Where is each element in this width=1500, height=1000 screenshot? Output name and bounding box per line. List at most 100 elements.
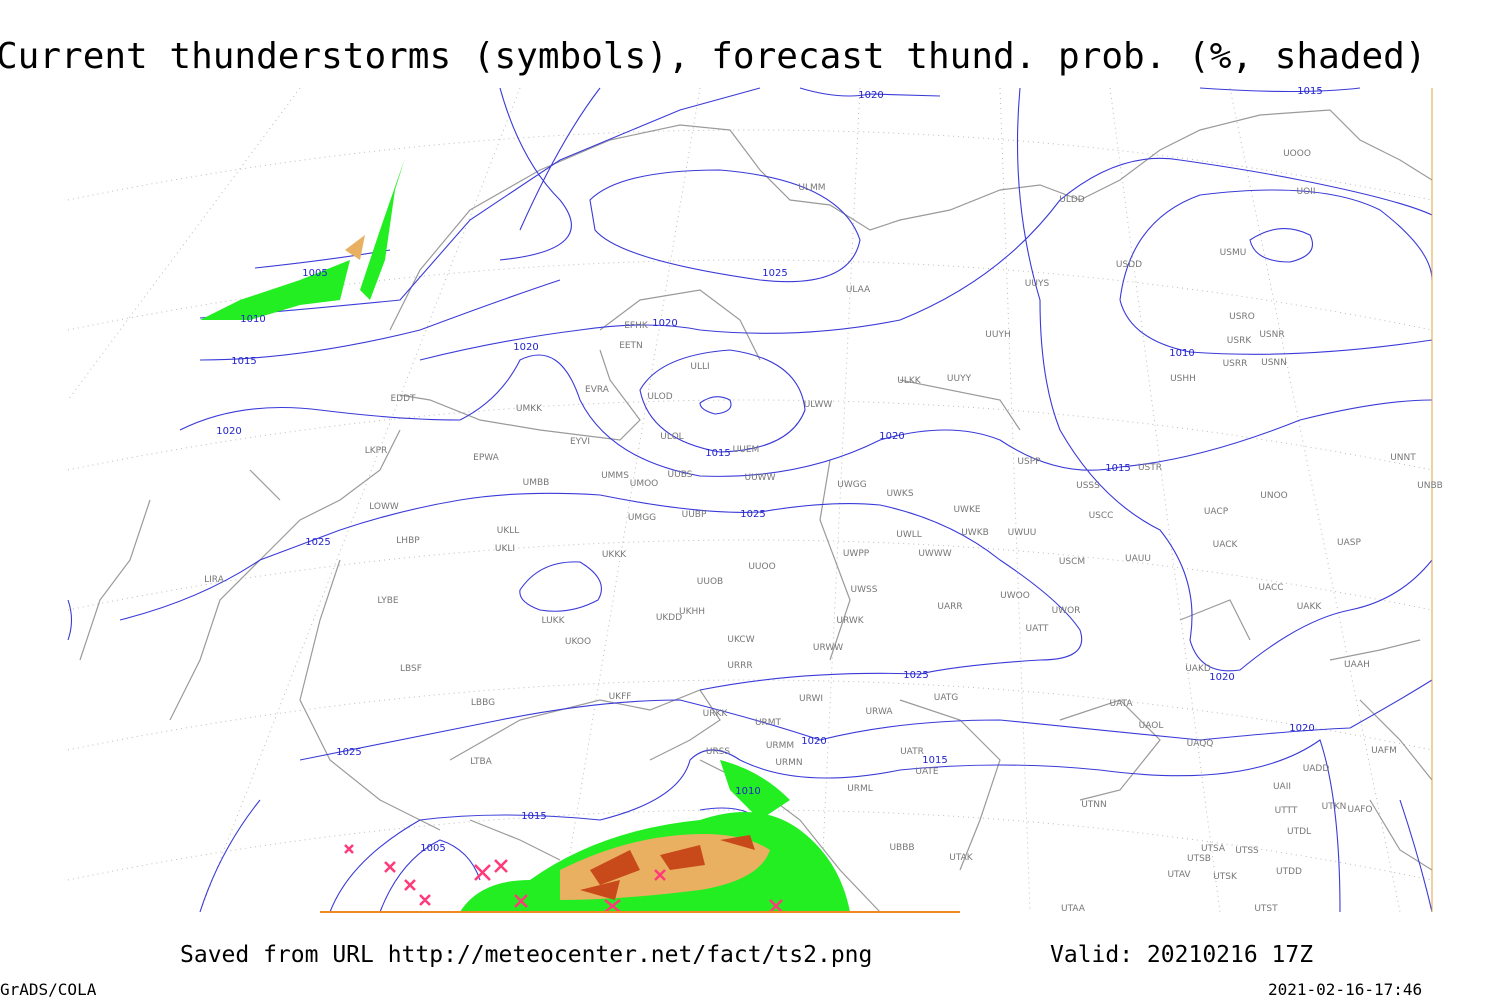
- station-label: URRR: [727, 661, 752, 671]
- station-label: USTR: [1138, 463, 1162, 473]
- station-label: UAII: [1273, 782, 1291, 792]
- station-label: URMM: [766, 741, 794, 751]
- isobar-label: 1015: [922, 755, 947, 766]
- isobar-label: 1025: [336, 747, 361, 758]
- station-label: EDDT: [390, 394, 416, 404]
- map-labels: 1020 1015 1005 1010 1015 1020 1020 1025 1020 1015…: [204, 86, 1443, 914]
- station-label: UMMS: [601, 471, 629, 481]
- station-label: EETN: [619, 341, 643, 351]
- station-label: URML: [847, 784, 873, 794]
- software: GrADS/COLA: [0, 980, 97, 999]
- station-label: UKDD: [656, 613, 682, 623]
- station-label: UATR: [900, 747, 924, 757]
- station-label: URSS: [706, 747, 731, 757]
- station-label: USRK: [1227, 336, 1253, 346]
- isobar-label: 1020: [1289, 723, 1314, 734]
- station-label: UUEM: [733, 445, 760, 455]
- station-label: ULLI: [690, 362, 709, 372]
- station-label: UUOB: [697, 577, 723, 587]
- station-label: URWA: [865, 707, 893, 717]
- station-label: UUOO: [748, 562, 775, 572]
- isobar-label: 1015: [521, 811, 546, 822]
- station-label: LYBE: [377, 596, 398, 606]
- station-label: UTAK: [949, 853, 974, 863]
- station-label: EPWA: [473, 453, 500, 463]
- station-label: ULOL: [660, 432, 683, 442]
- station-label: UWUU: [1008, 528, 1037, 538]
- station-label: UMBB: [523, 478, 550, 488]
- isobar-label: 1015: [705, 448, 730, 459]
- station-label: URKK: [703, 709, 729, 719]
- station-label: UWKB: [961, 528, 989, 538]
- station-label: EFHK: [624, 321, 649, 331]
- station-label: UTSA: [1201, 844, 1226, 854]
- station-label: LBBG: [471, 698, 495, 708]
- valid-time: Valid: 20210216 17Z: [1050, 942, 1313, 968]
- station-label: USPP: [1017, 457, 1041, 467]
- isobar-label: 1020: [652, 318, 677, 329]
- station-label: UKFF: [609, 692, 632, 702]
- station-label: UTAV: [1167, 870, 1191, 880]
- isobar-label: 1020: [1209, 672, 1234, 683]
- station-label: UWOO: [1000, 591, 1030, 601]
- station-label: UACK: [1213, 540, 1239, 550]
- station-label: ULAA: [846, 285, 871, 295]
- station-label: UMOO: [630, 479, 659, 489]
- isobar-label: 1010: [240, 314, 265, 325]
- station-label: UTDD: [1276, 867, 1302, 877]
- isobar-label: 1025: [903, 670, 928, 681]
- station-label: UOOO: [1283, 149, 1311, 159]
- station-label: UKOO: [565, 637, 591, 647]
- station-label: UKLL: [497, 526, 520, 536]
- station-label: UTSS: [1235, 846, 1259, 856]
- station-label: UWSS: [851, 585, 878, 595]
- station-label: UUYH: [985, 330, 1010, 340]
- station-label: EVRA: [585, 385, 610, 395]
- station-label: UASP: [1337, 538, 1361, 548]
- isobar-label: 1025: [305, 537, 330, 548]
- station-label: LOWW: [369, 502, 399, 512]
- station-label: ULKK: [897, 376, 922, 386]
- station-label: ULMM: [798, 183, 825, 193]
- isobar-label: 1015: [231, 356, 256, 367]
- station-label: URWI: [799, 694, 823, 704]
- station-label: ULDD: [1059, 195, 1085, 205]
- station-label: UTNN: [1081, 800, 1107, 810]
- station-label: LHBP: [396, 536, 420, 546]
- isobar-label: 1005: [420, 843, 445, 854]
- station-label: UUBP: [682, 510, 707, 520]
- station-label: UTSK: [1213, 872, 1238, 882]
- station-label: LUKK: [542, 616, 566, 626]
- station-label: UAOL: [1139, 721, 1164, 731]
- station-label: USNR: [1259, 330, 1284, 340]
- isobar-label: 1015: [1297, 86, 1322, 97]
- station-label: UAAH: [1344, 660, 1370, 670]
- station-label: UKKK: [602, 550, 627, 560]
- station-label: USCM: [1059, 557, 1085, 567]
- station-label: UWKE: [953, 505, 980, 515]
- station-label: URMN: [775, 758, 802, 768]
- station-label: UKCW: [727, 635, 754, 645]
- station-label: URWK: [836, 616, 864, 626]
- station-label: UATE: [915, 767, 939, 777]
- station-label: UAQQ: [1187, 739, 1214, 749]
- isobar-label: 1020: [216, 426, 241, 437]
- station-label: UWLL: [896, 530, 922, 540]
- station-label: UTAA: [1061, 904, 1086, 914]
- station-label: UAUU: [1125, 554, 1151, 564]
- station-label: UTDL: [1287, 827, 1311, 837]
- station-label: UUBS: [668, 470, 693, 480]
- station-label: UUYY: [947, 374, 972, 384]
- isobar-label: 1010: [1169, 348, 1194, 359]
- station-label: UKLI: [495, 544, 515, 554]
- source-url: Saved from URL http://meteocenter.net/fa…: [180, 942, 872, 968]
- station-label: UATG: [934, 693, 959, 703]
- map-frame: [67, 87, 1433, 913]
- station-label: UTKN: [1322, 802, 1347, 812]
- station-label: LIRA: [204, 575, 225, 585]
- timestamp: 2021-02-16-17:46: [1268, 980, 1422, 999]
- station-label: UWKS: [886, 489, 913, 499]
- station-label: UOII: [1297, 187, 1316, 197]
- station-label: UNBB: [1417, 481, 1443, 491]
- station-label: UTSB: [1187, 854, 1211, 864]
